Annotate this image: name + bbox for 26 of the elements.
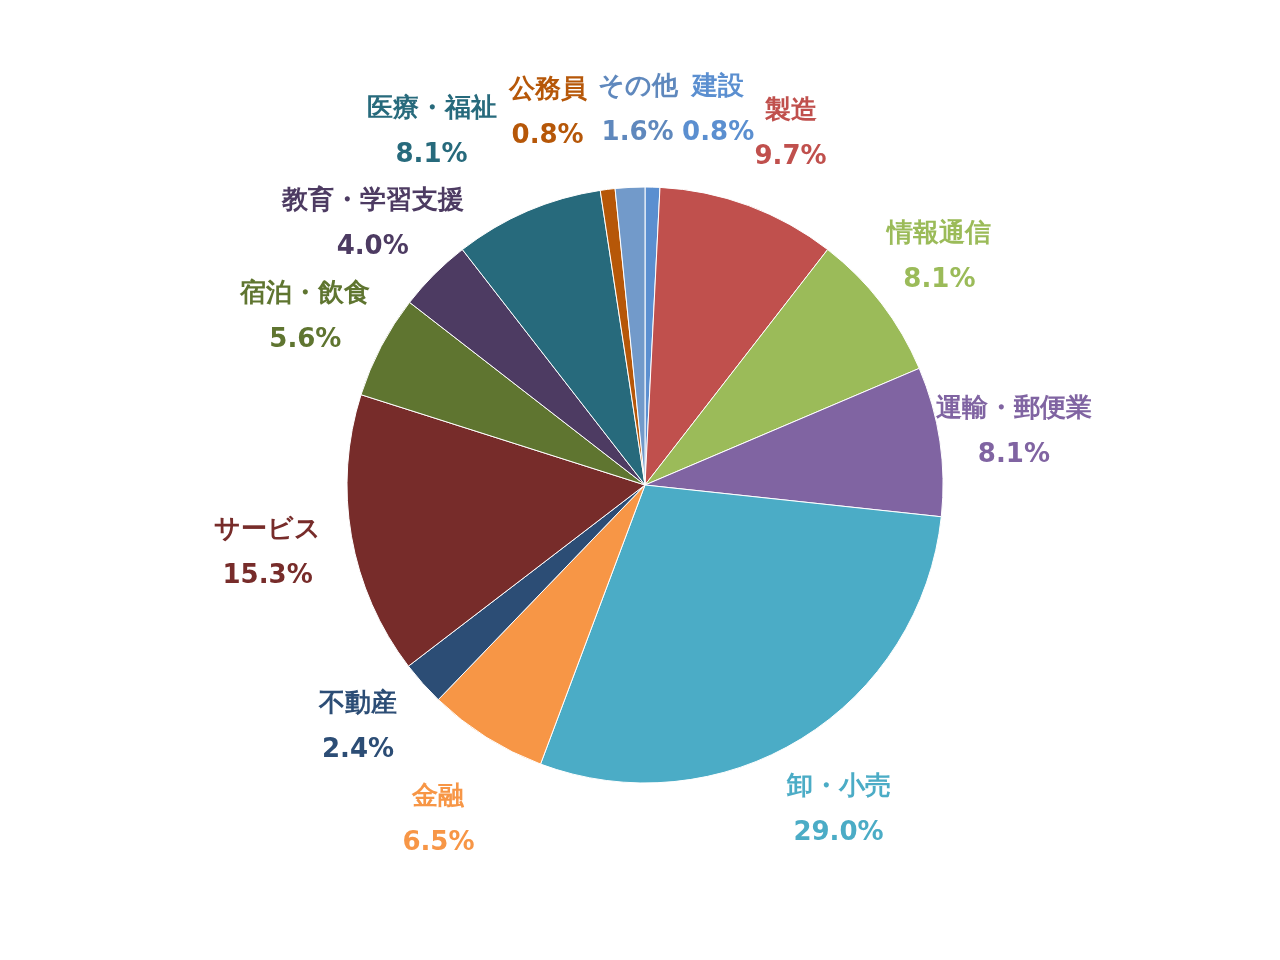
slice-label: 卸・小売: [785, 769, 891, 800]
data-label: 8.1%: [395, 138, 468, 169]
data-label: 0.8%: [682, 116, 755, 147]
slice-label: 金融: [411, 780, 466, 811]
slice-label: 情報通信: [885, 217, 992, 248]
data-label: 29.0%: [793, 815, 884, 846]
data-label: 9.7%: [754, 139, 827, 170]
slice-label: 公務員: [507, 72, 587, 103]
data-label: 8.1%: [903, 263, 976, 294]
slice-label: 運輸・郵便業: [935, 392, 1092, 423]
slice-label: サービス: [214, 512, 322, 543]
slice-label: 建設: [690, 70, 746, 101]
slice-label: 製造: [763, 93, 817, 124]
data-label: 4.0%: [336, 230, 409, 261]
data-label: 6.5%: [402, 826, 475, 857]
slice-label: 教育・学習支援: [280, 184, 464, 215]
data-label: 5.6%: [269, 323, 342, 354]
data-label: 0.8%: [511, 118, 584, 149]
data-label: 2.4%: [321, 733, 395, 764]
slice-label: 不動産: [318, 687, 398, 718]
data-label: 15.3%: [222, 558, 313, 589]
data-label: 1.6%: [601, 116, 674, 147]
data-label: 8.1%: [977, 438, 1050, 469]
slice-label: 宿泊・飲食: [239, 277, 371, 308]
slice-label: その他: [597, 70, 679, 101]
slice-label: 医療・福祉: [366, 92, 497, 123]
